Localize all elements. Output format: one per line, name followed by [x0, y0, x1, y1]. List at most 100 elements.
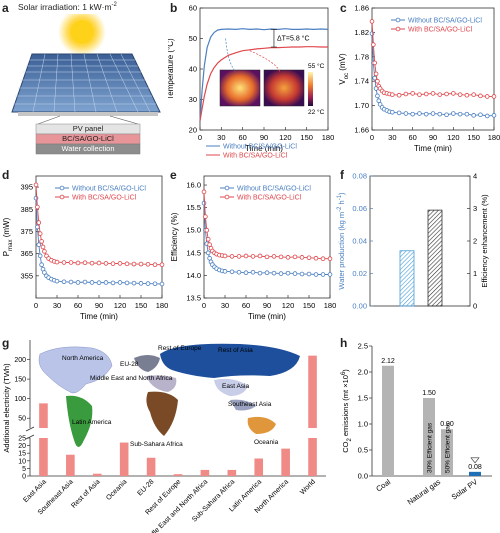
- bar-lower: [39, 438, 48, 476]
- map-label: North America: [62, 355, 104, 362]
- y-tick-label: 15: [18, 451, 26, 458]
- y-tick-label: 2.0: [358, 368, 368, 377]
- data-point: [491, 113, 497, 118]
- y-tick-label-left: 0.06: [352, 204, 367, 213]
- bar: [119, 442, 129, 476]
- data-point: [299, 255, 305, 260]
- data-point: [68, 260, 74, 265]
- data-point: [201, 189, 207, 195]
- data-point: [390, 110, 395, 115]
- bar: [146, 457, 156, 476]
- y-tick-label: 0.0: [358, 472, 368, 481]
- y-tick-label-right: 4: [473, 172, 477, 181]
- y-tick-label: 1.82: [354, 28, 369, 37]
- data-point: [320, 272, 326, 277]
- data-point: [373, 71, 379, 77]
- x-tick-label: 0: [370, 133, 374, 142]
- y-tick-label: 1.78: [354, 52, 369, 61]
- bar-value-label: 1.50: [422, 390, 436, 397]
- data-point: [369, 19, 375, 24]
- data-point: [236, 269, 242, 275]
- data-point: [451, 91, 456, 96]
- data-point: [390, 92, 395, 97]
- x-axis-label: Time (min): [245, 144, 283, 153]
- y-tick-label: 1.5: [358, 394, 368, 403]
- bar-inner-label: 50% Efficient gas: [445, 422, 452, 473]
- y-tick-label-left: 0.08: [352, 172, 367, 181]
- x-tick-label: Solar PV: [450, 477, 479, 501]
- series-line-1: [203, 203, 330, 275]
- legend-marker: [224, 194, 230, 200]
- map-label: Middle East and North Africa: [90, 375, 173, 382]
- plot-frame: [369, 175, 471, 307]
- legend-label: Without BC/SA/GO-LiCl: [223, 144, 297, 151]
- chart-c-voc: 0 30 60 90 120 150 180 1.66 1.70 1.74 1.78 1.82 1.86…: [338, 4, 500, 154]
- x-tick-label: 30: [388, 133, 396, 142]
- colorbar-min: 22 °C: [308, 108, 325, 116]
- data-point: [377, 102, 383, 107]
- layer-water: [35, 143, 141, 155]
- series-line-1: [199, 28, 329, 121]
- chart-h-co2: 0.0 0.5 1.0 1.5 2.0 2.5 CO2 emissions (mt ×106…: [341, 342, 492, 507]
- data-point: [437, 111, 443, 117]
- bar: [173, 474, 183, 476]
- data-point: [285, 255, 291, 260]
- y-tick-label: 1.0: [358, 420, 368, 429]
- pv-panel-surface: [11, 53, 161, 113]
- legend-marker: [395, 26, 401, 32]
- data-point: [430, 91, 436, 96]
- legend-label: With BC/SA/GO-LiCl: [408, 27, 473, 34]
- y-axis-label: Pmax (mW): [2, 217, 14, 256]
- y-tick-label: 1.66: [354, 126, 369, 135]
- x-tick-label: Natural gas: [406, 477, 443, 507]
- y-tick-label: 1.70: [354, 101, 369, 110]
- y-tick-label-right: 2: [473, 237, 477, 246]
- y-tick-label: 15.5: [186, 203, 201, 212]
- y-tick-label: 375: [20, 227, 33, 236]
- chart-b-temperature: 0 30 60 90 120 150 180 20 30 40 50 60 Time (min) Temp…: [168, 4, 335, 160]
- x-tick-label: 60: [408, 133, 416, 142]
- x-axis-label: Time (min): [414, 144, 452, 153]
- y-tick-label: 15.0: [186, 226, 201, 235]
- solar-panel-illustration: [11, 14, 161, 155]
- data-point: [243, 253, 249, 259]
- map-label: Southeast Asia: [228, 401, 272, 408]
- data-point: [478, 93, 483, 99]
- data-point: [292, 271, 298, 276]
- bar-inner-label: 30% Efficient gas: [427, 422, 434, 473]
- thermal-image-with: [263, 69, 305, 107]
- legend-marker: [224, 185, 230, 191]
- panel-label-a: a: [2, 1, 9, 15]
- data-point: [42, 249, 47, 254]
- x-tick-label: 180: [322, 133, 335, 142]
- data-point: [464, 111, 470, 117]
- y-tick-label: 385: [20, 205, 33, 214]
- data-point: [457, 111, 463, 117]
- legend-label: With BC/SA/GO-LiCl: [237, 195, 302, 202]
- bar-upper: [308, 355, 317, 428]
- data-point: [491, 94, 497, 99]
- data-point: [203, 214, 208, 219]
- data-point: [36, 220, 42, 225]
- x-axis-label: Time (min): [248, 312, 286, 321]
- x-tick-label: 150: [300, 133, 313, 142]
- bar: [227, 469, 237, 476]
- data-point: [285, 270, 291, 276]
- x-tick-label: 0: [34, 301, 38, 310]
- region-southeast-asia: [230, 399, 256, 411]
- y-tick-label: 20: [189, 126, 197, 135]
- y-tick-label: 50: [18, 416, 26, 423]
- pv-panel-grid: [13, 53, 156, 113]
- map-label: Latin America: [72, 419, 112, 426]
- data-point: [243, 270, 249, 275]
- legend-label: With BC/SA/GO-LiCl: [223, 153, 288, 160]
- data-point: [229, 254, 235, 259]
- data-point: [152, 281, 158, 287]
- y-tick-label-left: 0.02: [352, 269, 367, 278]
- data-point: [410, 91, 415, 96]
- data-point: [42, 270, 47, 275]
- data-point: [152, 262, 158, 268]
- region-eu28: [134, 355, 160, 372]
- data-point: [484, 94, 490, 99]
- x-tick-label: 90: [95, 301, 103, 310]
